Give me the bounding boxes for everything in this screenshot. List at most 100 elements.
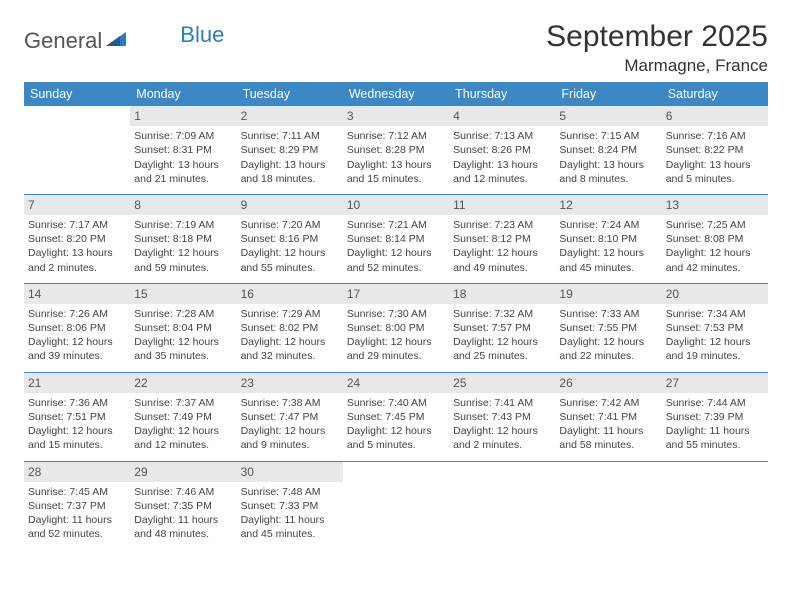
calendar-day-cell: 22Sunrise: 7:37 AMSunset: 7:49 PMDayligh… [130,372,236,461]
sunrise-line: Sunrise: 7:13 AM [453,129,551,143]
day-number: 4 [449,106,555,126]
daylight-line-2: and 49 minutes. [453,261,551,275]
calendar-day-cell: 10Sunrise: 7:21 AMSunset: 8:14 PMDayligh… [343,194,449,283]
calendar-day-cell: 27Sunrise: 7:44 AMSunset: 7:39 PMDayligh… [662,372,768,461]
daylight-line-1: Daylight: 12 hours [453,424,551,438]
calendar-day-cell: 8Sunrise: 7:19 AMSunset: 8:18 PMDaylight… [130,194,236,283]
daylight-line-1: Daylight: 12 hours [666,335,764,349]
sunset-line: Sunset: 7:37 PM [28,499,126,513]
daylight-line-1: Daylight: 13 hours [347,158,445,172]
day-number: 15 [130,284,236,304]
calendar-day-cell: 18Sunrise: 7:32 AMSunset: 7:57 PMDayligh… [449,283,555,372]
calendar-page: General Blue September 2025 Marmagne, Fr… [0,0,792,569]
daylight-line-2: and 42 minutes. [666,261,764,275]
calendar-day-cell: 26Sunrise: 7:42 AMSunset: 7:41 PMDayligh… [555,372,661,461]
calendar-day-cell: 12Sunrise: 7:24 AMSunset: 8:10 PMDayligh… [555,194,661,283]
weekday-header: Sunday [24,82,130,106]
day-number: 11 [449,195,555,215]
sunset-line: Sunset: 7:43 PM [453,410,551,424]
logo: General Blue [24,28,224,54]
calendar-day-cell: 2Sunrise: 7:11 AMSunset: 8:29 PMDaylight… [237,106,343,194]
sunrise-line: Sunrise: 7:16 AM [666,129,764,143]
day-number: 7 [24,195,130,215]
daylight-line-2: and 9 minutes. [241,438,339,452]
daylight-line-2: and 35 minutes. [134,349,232,363]
sunset-line: Sunset: 8:12 PM [453,232,551,246]
daylight-line-1: Daylight: 11 hours [28,513,126,527]
daylight-line-1: Daylight: 12 hours [453,335,551,349]
daylight-line-2: and 5 minutes. [666,172,764,186]
calendar-day-cell: 29Sunrise: 7:46 AMSunset: 7:35 PMDayligh… [130,461,236,549]
daylight-line-1: Daylight: 13 hours [453,158,551,172]
sunrise-line: Sunrise: 7:41 AM [453,396,551,410]
sunrise-line: Sunrise: 7:38 AM [241,396,339,410]
calendar-table: Sunday Monday Tuesday Wednesday Thursday… [24,82,768,549]
daylight-line-1: Daylight: 12 hours [241,246,339,260]
day-number: 30 [237,462,343,482]
sunset-line: Sunset: 8:20 PM [28,232,126,246]
sunrise-line: Sunrise: 7:29 AM [241,307,339,321]
sunrise-line: Sunrise: 7:24 AM [559,218,657,232]
calendar-day-cell: 9Sunrise: 7:20 AMSunset: 8:16 PMDaylight… [237,194,343,283]
logo-flag-icon [106,30,128,53]
day-number: 24 [343,373,449,393]
logo-text-2: Blue [180,22,224,48]
location: Marmagne, France [546,56,768,76]
sunset-line: Sunset: 8:08 PM [666,232,764,246]
sunrise-line: Sunrise: 7:48 AM [241,485,339,499]
logo-text-1: General [24,28,102,54]
day-number: 29 [130,462,236,482]
sunrise-line: Sunrise: 7:17 AM [28,218,126,232]
daylight-line-1: Daylight: 13 hours [559,158,657,172]
weekday-header: Wednesday [343,82,449,106]
daylight-line-2: and 52 minutes. [28,527,126,541]
sunrise-line: Sunrise: 7:19 AM [134,218,232,232]
daylight-line-1: Daylight: 12 hours [666,246,764,260]
daylight-line-2: and 12 minutes. [453,172,551,186]
sunset-line: Sunset: 8:29 PM [241,143,339,157]
sunrise-line: Sunrise: 7:40 AM [347,396,445,410]
sunrise-line: Sunrise: 7:15 AM [559,129,657,143]
calendar-week-row: 28Sunrise: 7:45 AMSunset: 7:37 PMDayligh… [24,461,768,549]
daylight-line-1: Daylight: 12 hours [28,335,126,349]
calendar-week-row: 7 Sunrise: 7:17 AMSunset: 8:20 PM Daylight… [24,194,768,283]
daylight-line-2: and 15 minutes. [347,172,445,186]
sunrise-line: Sunrise: 7:30 AM [347,307,445,321]
sunrise-line: Sunrise: 7:21 AM [347,218,445,232]
weekday-header-row: Sunday Monday Tuesday Wednesday Thursday… [24,82,768,106]
month-title: September 2025 [546,20,768,54]
day-number: 23 [237,373,343,393]
sunset-line: Sunset: 8:18 PM [134,232,232,246]
sunrise-line: Sunrise: 7:11 AM [241,129,339,143]
daylight-line-2: and 19 minutes. [666,349,764,363]
day-number: 28 [24,462,130,482]
daylight-line-1: Daylight: 12 hours [453,246,551,260]
sunset-line: Sunset: 7:51 PM [28,410,126,424]
sunset-line: Sunset: 8:04 PM [134,321,232,335]
daylight-line-2: and 45 minutes. [241,527,339,541]
sunset-line: Sunset: 8:28 PM [347,143,445,157]
day-number: 2 [237,106,343,126]
day-number: 16 [237,284,343,304]
daylight-line-2: and 32 minutes. [241,349,339,363]
calendar-day-cell [662,461,768,549]
calendar-day-cell: 15Sunrise: 7:28 AMSunset: 8:04 PMDayligh… [130,283,236,372]
calendar-day-cell: 6Sunrise: 7:16 AMSunset: 8:22 PMDaylight… [662,106,768,194]
sunrise-line: Sunrise: 7:28 AM [134,307,232,321]
daylight-line-1: Daylight: 11 hours [666,424,764,438]
daylight-line-1: Daylight: 13 hours [134,158,232,172]
calendar-day-cell: 28Sunrise: 7:45 AMSunset: 7:37 PMDayligh… [24,461,130,549]
calendar-day-cell: 11Sunrise: 7:23 AMSunset: 8:12 PMDayligh… [449,194,555,283]
daylight-line-2: and 29 minutes. [347,349,445,363]
daylight-line-2: and 2 minutes. [28,261,126,275]
sunset-line: Sunset: 8:26 PM [453,143,551,157]
sunset-line: Sunset: 7:55 PM [559,321,657,335]
calendar-day-cell: 20Sunrise: 7:34 AMSunset: 7:53 PMDayligh… [662,283,768,372]
day-number: 8 [130,195,236,215]
day-number: 22 [130,373,236,393]
sunset-line: Sunset: 8:02 PM [241,321,339,335]
daylight-line-1: Daylight: 12 hours [28,424,126,438]
sunrise-line: Sunrise: 7:46 AM [134,485,232,499]
calendar-day-cell: 1Sunrise: 7:09 AMSunset: 8:31 PMDaylight… [130,106,236,194]
sunset-line: Sunset: 8:10 PM [559,232,657,246]
